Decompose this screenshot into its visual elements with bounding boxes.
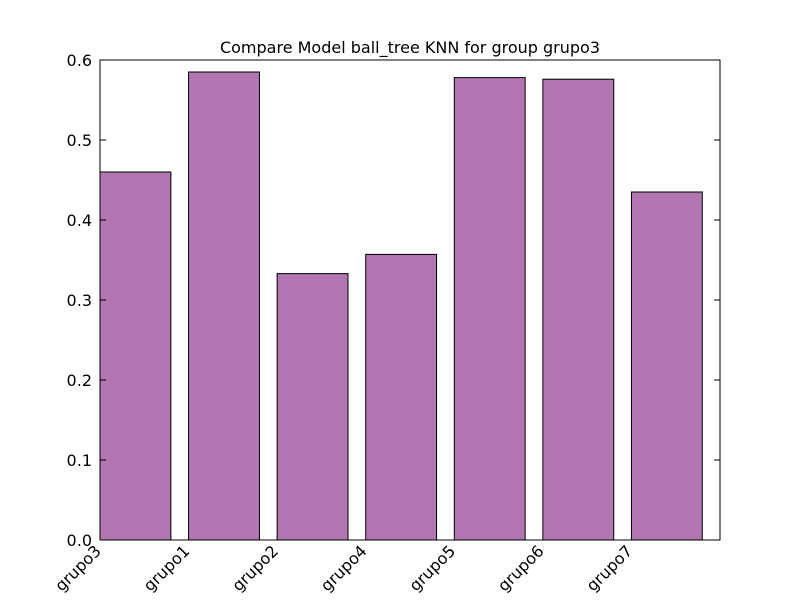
bar-grupo5 — [453, 77, 526, 541]
x-tick-label: grupo2 — [228, 541, 282, 595]
y-tick-label: 0.3 — [67, 291, 92, 310]
bar-grupo2 — [276, 273, 349, 541]
y-tick-label: 0.5 — [67, 131, 92, 150]
chart-title: Compare Model ball_tree KNN for group gr… — [220, 38, 600, 58]
bars-group — [99, 71, 703, 541]
bar-grupo1 — [188, 71, 260, 541]
y-tick-label: 0.0 — [67, 531, 92, 550]
bar-grupo3 — [99, 171, 172, 541]
x-tick-label: grupo6 — [494, 541, 548, 595]
y-tick-label: 0.4 — [67, 211, 92, 230]
bar-grupo4 — [365, 253, 438, 541]
x-tick-label: grupo1 — [140, 541, 194, 595]
y-tick-label: 0.2 — [67, 371, 92, 390]
y-tick-label: 0.1 — [67, 451, 92, 470]
x-tick-label: grupo4 — [317, 541, 371, 595]
bar-grupo7 — [630, 191, 703, 541]
y-tick-label: 0.6 — [67, 51, 92, 70]
x-tick-label: grupo7 — [583, 541, 637, 595]
x-tick-label: grupo5 — [405, 541, 459, 595]
plot-frame — [99, 59, 721, 541]
bar-grupo6 — [542, 78, 615, 541]
